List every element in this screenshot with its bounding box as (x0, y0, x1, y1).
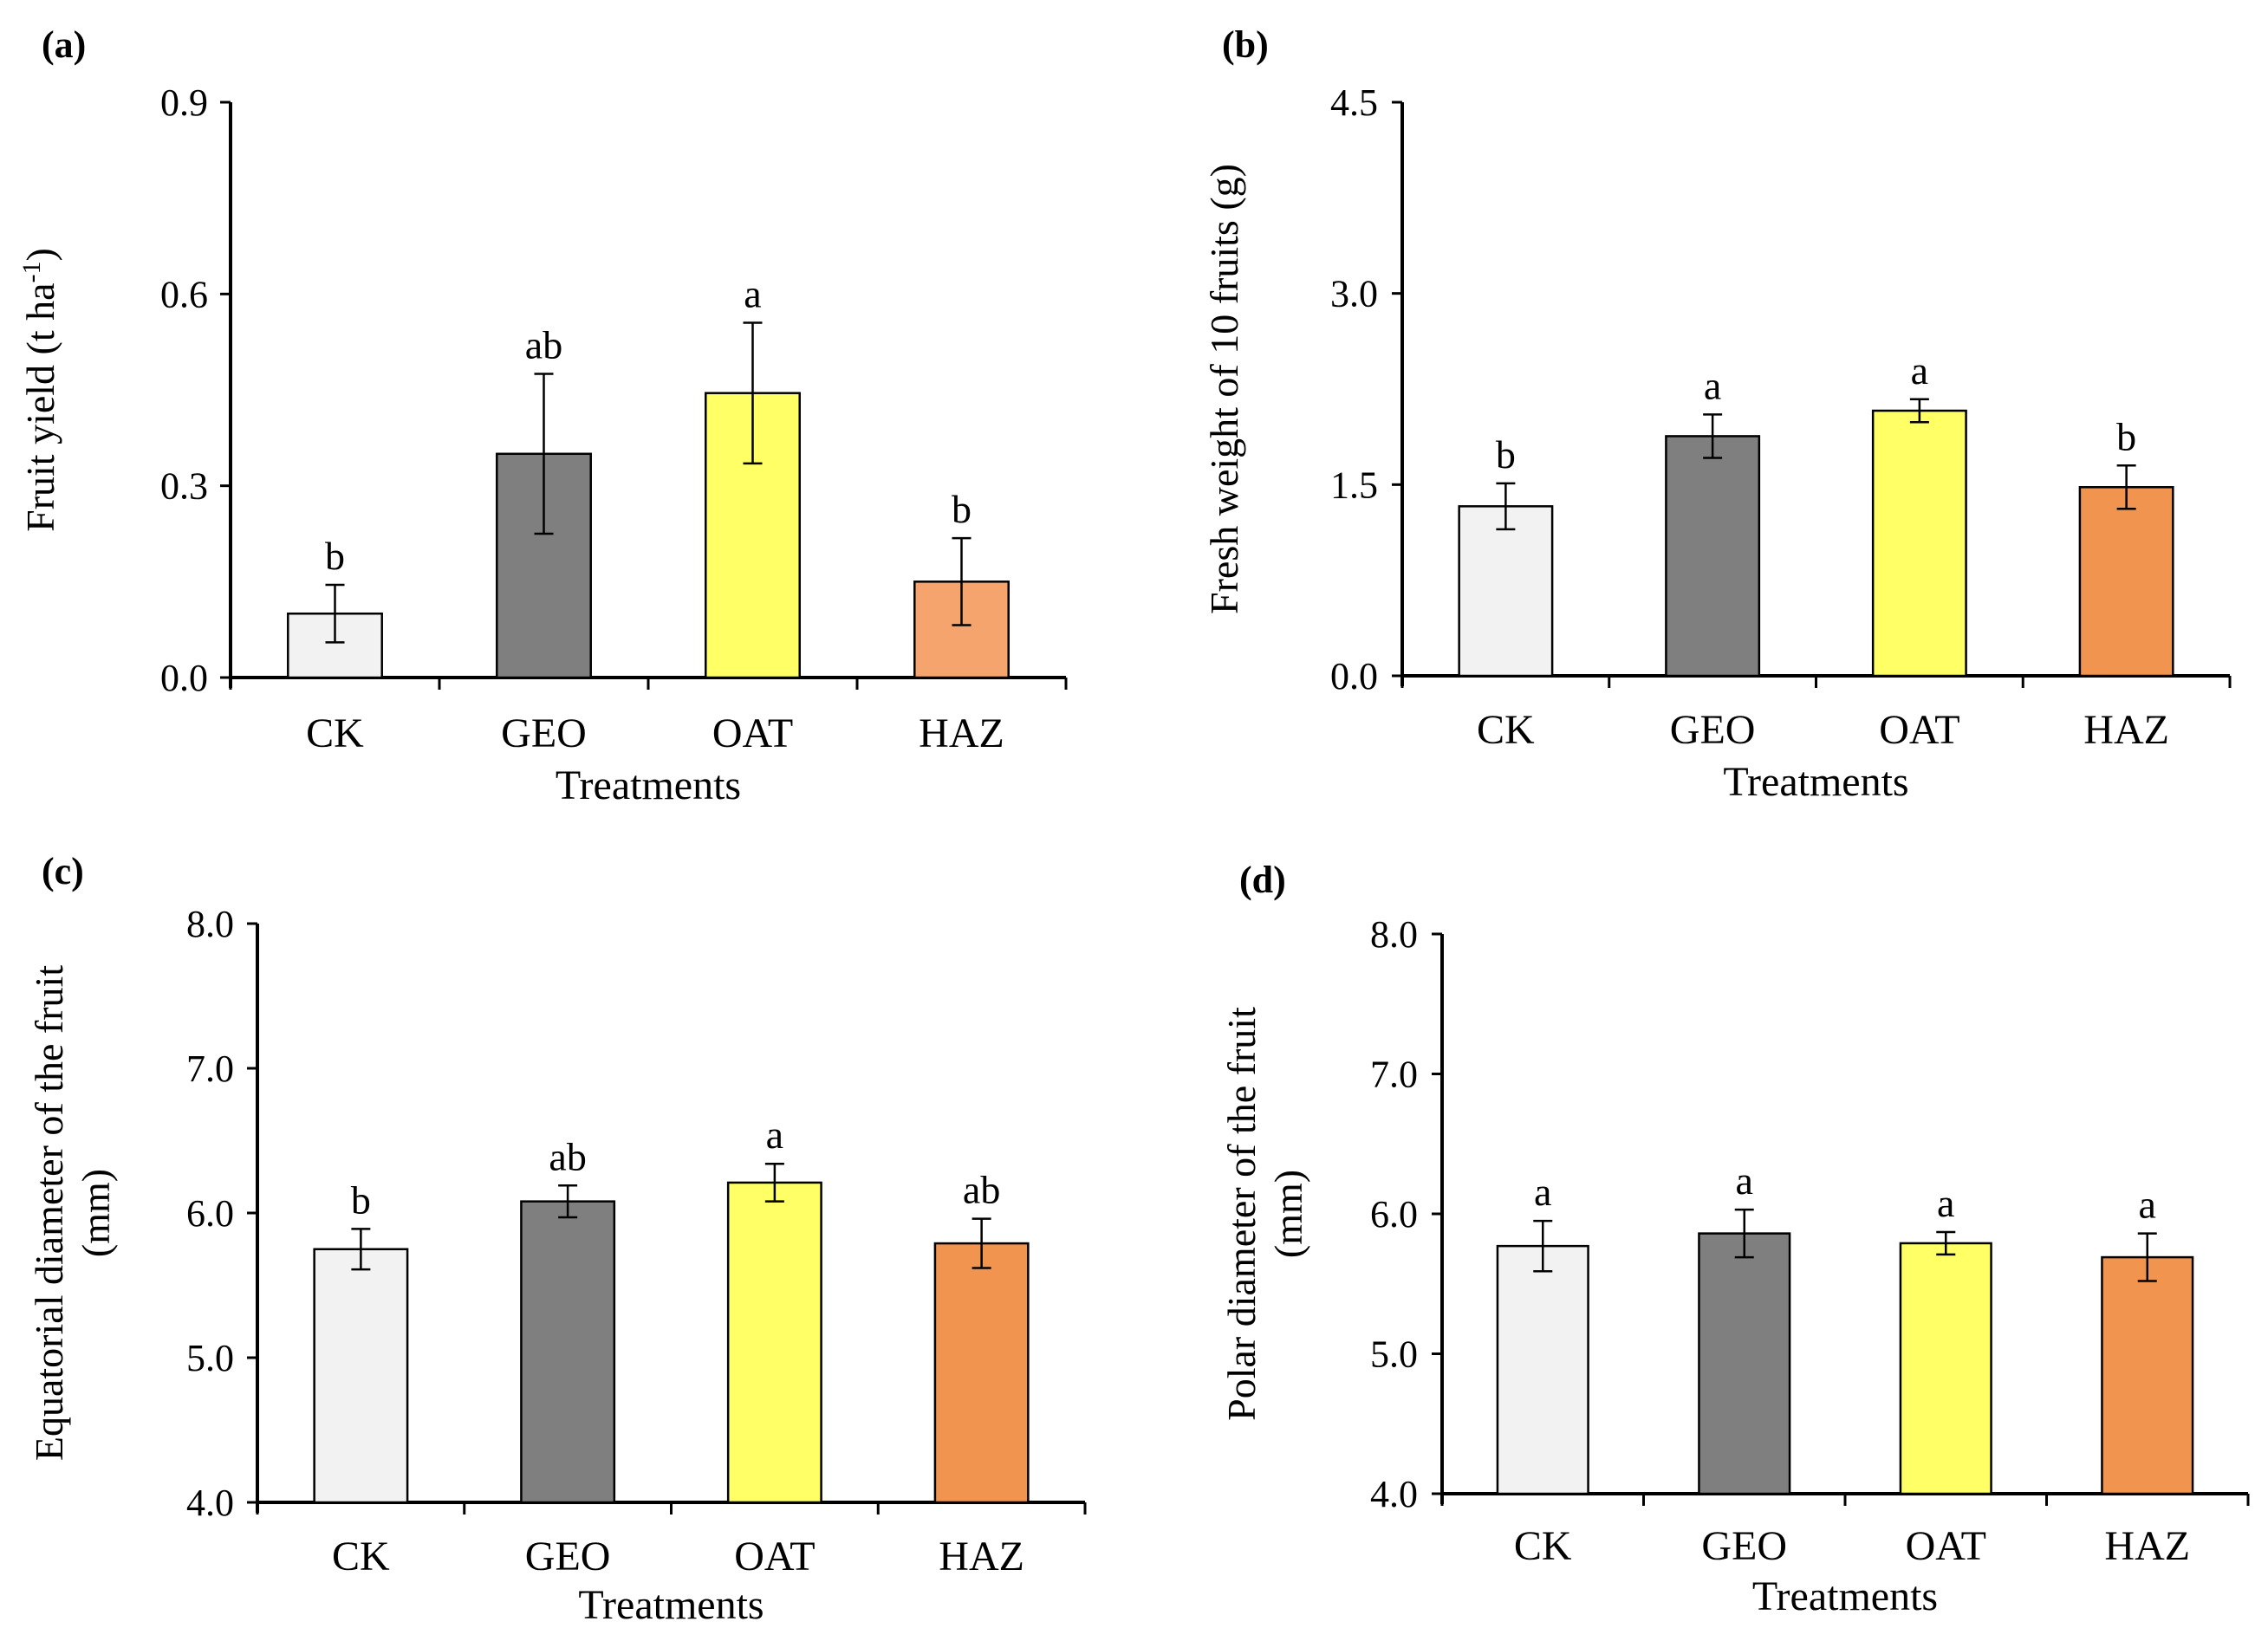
x-tick-label: OAT (734, 1534, 815, 1579)
x-tick-label: HAZ (939, 1534, 1024, 1579)
significance-letter: b (2116, 414, 2136, 458)
y-tick-label: 0.6 (160, 273, 208, 315)
y-tick-label: 0.9 (160, 81, 208, 124)
x-tick-label: OAT (1879, 707, 1959, 753)
y-tick-label: 8.0 (186, 903, 234, 945)
x-tick-label: CK (1514, 1523, 1572, 1569)
bar-ck (313, 1248, 409, 1504)
bar-haz (933, 1242, 1030, 1504)
y-tick-label: 6.0 (1370, 1193, 1418, 1236)
x-tick-label: CK (332, 1534, 390, 1579)
bar-geo (1698, 1232, 1791, 1495)
significance-letter: a (744, 272, 761, 316)
bar-oat (1899, 1242, 1992, 1495)
significance-letter: ab (525, 323, 562, 367)
y-axis-title-line: Equatorial diameter of the fruit (27, 965, 71, 1461)
y-tick-label: 4.5 (1330, 81, 1378, 124)
y-tick-label: 4.0 (186, 1482, 234, 1524)
y-axis-title: Fresh weight of 10 fruits (g) (1202, 164, 1246, 614)
x-tick-label: GEO (1670, 707, 1756, 753)
bar-haz (913, 581, 1010, 679)
y-tick-label: 0.3 (160, 465, 208, 508)
y-tick-label: 1.5 (1330, 464, 1378, 506)
y-axis-title-part: -1 (17, 261, 46, 282)
y-tick-label: 6.0 (186, 1192, 234, 1235)
y-axis-title: Fruit yield (t ha-1) (17, 248, 63, 532)
panel-label: (c) (42, 850, 84, 892)
chart-panel-4: (d) 4.0 5.0 6.0 7.0 8.0 a CK a GEO a OAT a HAZ Treatme… (1219, 859, 2250, 1619)
y-tick-label: 0.0 (1330, 655, 1378, 697)
y-tick-label: 7.0 (186, 1048, 234, 1090)
bar-haz (2101, 1255, 2194, 1495)
x-tick-label: CK (306, 710, 364, 756)
significance-letter: ab (549, 1134, 586, 1178)
bar-ck (1458, 505, 1554, 678)
y-tick-label: 4.0 (1370, 1473, 1418, 1515)
bar-geo (1665, 435, 1761, 678)
significance-letter: b (325, 534, 345, 578)
panel-label: (d) (1239, 859, 1286, 901)
y-axis-title-part: ) (18, 248, 62, 261)
significance-letter: a (1736, 1158, 1753, 1203)
significance-letter: a (2139, 1183, 2156, 1227)
bar-geo (520, 1200, 616, 1504)
x-axis-title: Treatments (556, 762, 741, 808)
x-tick-label: CK (1477, 707, 1535, 753)
x-tick-label: OAT (712, 710, 793, 756)
panel-label: (a) (42, 23, 86, 66)
bar-ck (1496, 1244, 1589, 1495)
significance-letter: a (1534, 1170, 1551, 1214)
x-tick-label: GEO (501, 710, 587, 756)
y-tick-label: 8.0 (1370, 913, 1418, 956)
y-axis-title-part: Fruit yield (t ha (18, 282, 62, 531)
bar-haz (2078, 486, 2174, 678)
y-tick-label: 3.0 (1330, 273, 1378, 315)
y-axis-title-line: Polar diameter of the fruit (1219, 1007, 1264, 1421)
bar-oat (1871, 409, 1967, 678)
x-tick-label: HAZ (2104, 1523, 2190, 1569)
y-tick-label: 5.0 (186, 1337, 234, 1379)
x-axis-title: Treatments (1723, 759, 1908, 805)
x-tick-label: GEO (1701, 1523, 1787, 1569)
y-tick-label: 5.0 (1370, 1333, 1418, 1376)
significance-letter: a (1937, 1181, 1954, 1225)
x-tick-label: HAZ (919, 710, 1004, 756)
x-tick-label: HAZ (2083, 707, 2169, 753)
significance-letter: ab (963, 1168, 1000, 1212)
significance-letter: a (1911, 348, 1928, 392)
x-tick-label: GEO (525, 1534, 611, 1579)
y-axis-title-part: Fresh weight of 10 fruits (g) (1202, 164, 1246, 614)
chart-panel-1: (a) 0.0 0.3 0.6 0.9 b CK ab GEO a OAT b HAZ Treatment… (17, 23, 1068, 808)
y-axis-title-line: (mm) (74, 1169, 118, 1257)
y-tick-label: 0.0 (160, 657, 208, 699)
bar-oat (726, 1181, 822, 1504)
x-axis-title: Treatments (1752, 1573, 1938, 1619)
significance-letter: b (952, 487, 972, 531)
panel-label: (b) (1222, 23, 1269, 66)
y-tick-label: 7.0 (1370, 1054, 1418, 1096)
significance-letter: a (1704, 363, 1721, 407)
chart-panel-2: (b) 0.0 1.5 3.0 4.5 b CK a GEO a OAT b HAZ Treatments… (1202, 23, 2232, 805)
y-axis-title-line: (mm) (1266, 1170, 1310, 1258)
x-axis-title: Treatments (578, 1582, 764, 1628)
x-tick-label: OAT (1906, 1523, 1986, 1569)
significance-letter: a (766, 1112, 783, 1157)
significance-letter: b (351, 1177, 371, 1222)
significance-letter: b (1496, 432, 1516, 477)
chart-panel-3: (c) 4.0 5.0 6.0 7.0 8.0 b CK ab GEO a OAT ab HAZ Treat… (27, 850, 1087, 1628)
